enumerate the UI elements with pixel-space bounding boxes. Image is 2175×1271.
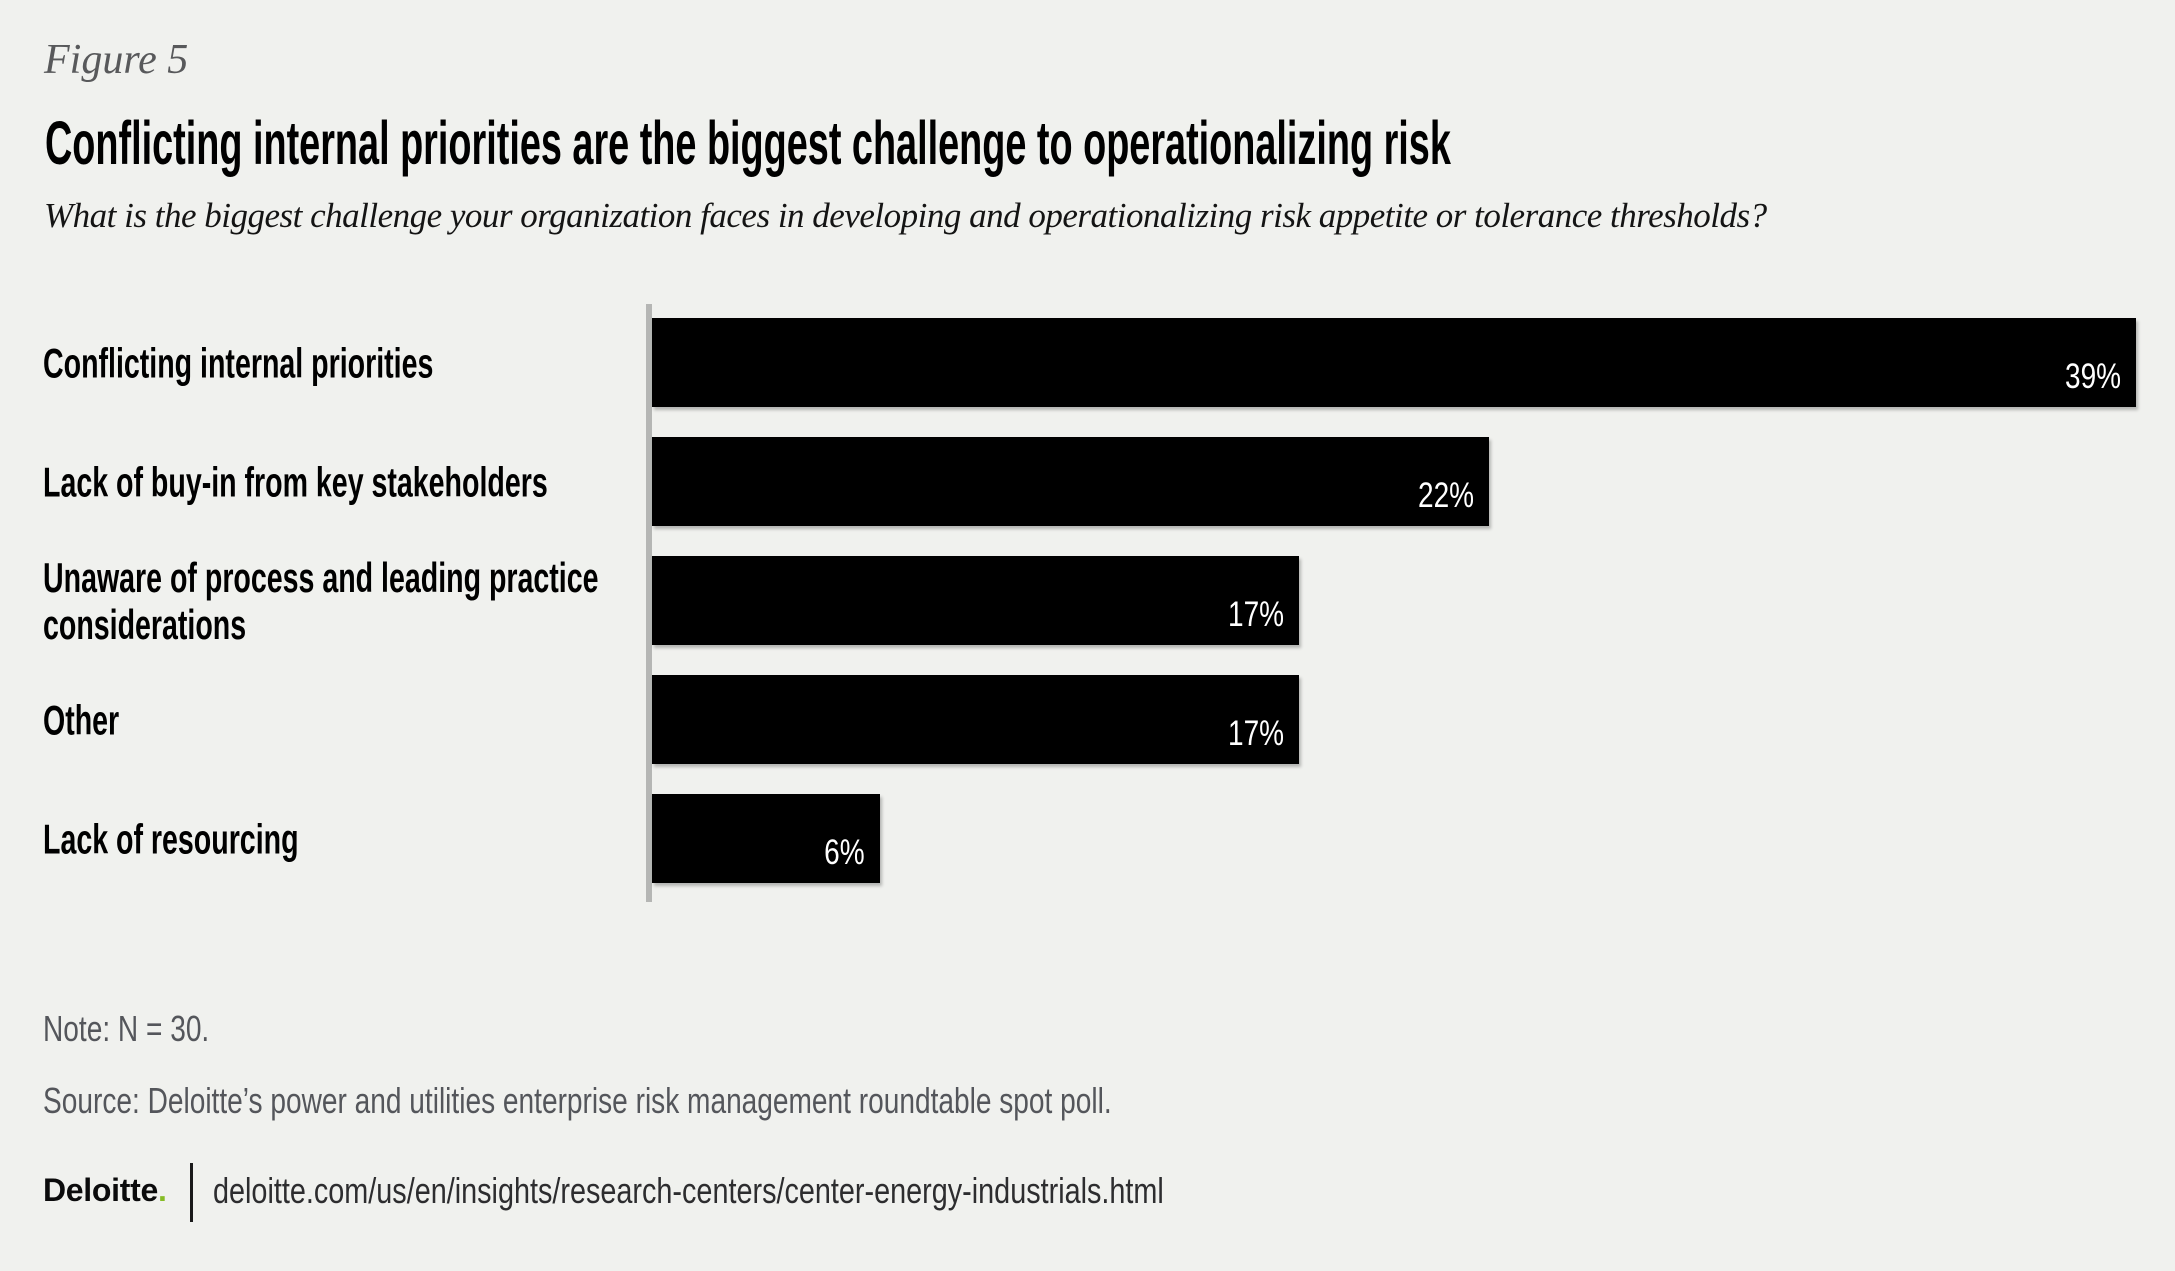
bar-row: Other 17%: [0, 675, 2175, 764]
bar-label: Lack of resourcing: [43, 814, 299, 862]
bar-label: Other: [43, 695, 120, 743]
bar-value-label: 39%: [2064, 357, 2121, 396]
bar: 6%: [652, 794, 880, 883]
bar: 39%: [652, 318, 2136, 407]
footer-url: deloitte.com/us/en/insights/research-cen…: [213, 1170, 1164, 1211]
bar: 17%: [652, 675, 1299, 764]
chart-title: Conflicting internal priorities are the …: [45, 109, 1451, 177]
bar-row: Lack of resourcing 6%: [0, 794, 2175, 883]
figure-label: Figure 5: [44, 37, 189, 83]
bar: 17%: [652, 556, 1299, 645]
bar-label: Conflicting internal priorities: [43, 338, 434, 386]
logo-green-dot: .: [157, 1172, 167, 1208]
logo-wordmark: Deloitte: [43, 1172, 158, 1208]
bar-value-label: 22%: [1417, 476, 1474, 515]
bar-value-label: 17%: [1227, 595, 1284, 634]
bar: 22%: [652, 437, 1489, 526]
bar-chart: Conflicting internal priorities 39% Lack…: [0, 304, 2175, 913]
bar-value-label: 17%: [1227, 714, 1284, 753]
bar-label: Unaware of process and leading practice …: [43, 553, 599, 648]
bar-row: Unaware of process and leading practice …: [0, 553, 2175, 648]
deloitte-logo: Deloitte.: [43, 1172, 167, 1209]
bar-rows-container: Conflicting internal priorities 39% Lack…: [0, 318, 2175, 883]
footer-divider: [190, 1163, 193, 1222]
bar-value-label: 6%: [824, 833, 865, 872]
y-axis-line: [646, 304, 652, 902]
chart-subtitle: What is the biggest challenge your organ…: [44, 196, 1767, 235]
bar-label: Lack of buy-in from key stakeholders: [43, 457, 548, 505]
bar-row: Lack of buy-in from key stakeholders 22%: [0, 437, 2175, 526]
source-text: Source: Deloitte’s power and utilities e…: [43, 1080, 1112, 1121]
bar-row: Conflicting internal priorities 39%: [0, 318, 2175, 407]
note-text: Note: N = 30.: [43, 1008, 210, 1049]
